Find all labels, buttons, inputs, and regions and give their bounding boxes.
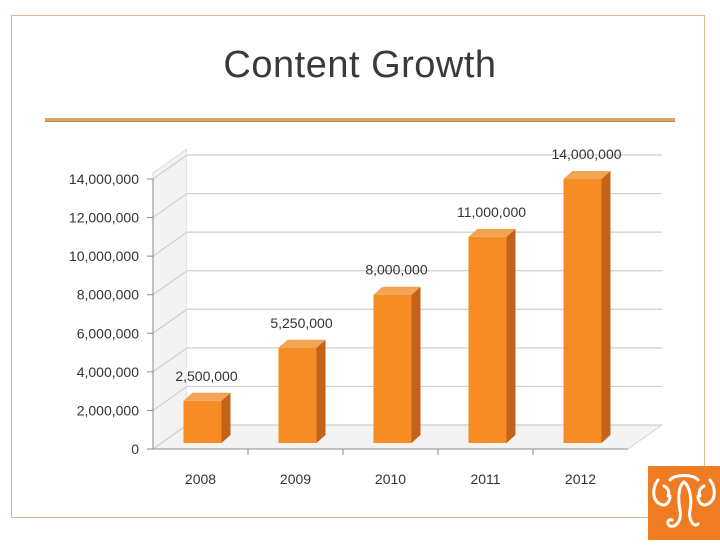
x-tick-label: 2008 — [185, 471, 216, 487]
title-divider — [45, 118, 675, 122]
bar-top — [278, 339, 326, 348]
x-tick-label: 2011 — [470, 471, 500, 487]
elephant-logo-icon — [648, 466, 720, 540]
elephant-logo-icon-glyph — [652, 474, 716, 528]
bar-front — [183, 400, 222, 443]
bar-side — [601, 171, 611, 443]
data-label: 14,000,000 — [551, 146, 621, 162]
bar-side — [221, 392, 231, 443]
bar-front — [278, 347, 317, 443]
chart-side-wall — [152, 148, 188, 450]
y-tick-label: 4,000,000 — [77, 364, 139, 380]
data-label: 2,500,000 — [175, 368, 237, 384]
data-label: 5,250,000 — [270, 315, 332, 331]
bar-top — [183, 392, 231, 401]
data-label: 8,000,000 — [365, 262, 427, 278]
x-tick-label: 2009 — [280, 471, 311, 487]
y-tick-label: 2,000,000 — [77, 402, 139, 418]
bar-front — [468, 236, 507, 443]
bar-top — [563, 171, 611, 179]
y-tick-label: 10,000,000 — [69, 248, 139, 264]
bar-top — [373, 286, 421, 295]
y-tick-label: 8,000,000 — [77, 287, 139, 303]
x-tick-label: 2010 — [375, 471, 406, 487]
slide-frame — [11, 15, 705, 518]
y-tick-label: 12,000,000 — [69, 210, 139, 226]
data-label: 11,000,000 — [457, 204, 526, 220]
bar-side — [411, 286, 421, 443]
bar-front — [563, 179, 602, 443]
x-tick-label: 2012 — [565, 471, 596, 487]
y-tick-label: 6,000,000 — [77, 325, 139, 341]
bar-side — [316, 339, 326, 443]
bar-front — [373, 294, 412, 443]
bar-top — [468, 228, 516, 237]
bar-side — [506, 228, 516, 443]
slide-title: Content Growth — [223, 44, 497, 86]
y-tick-label: 14,000,000 — [69, 171, 139, 187]
gridline — [152, 154, 662, 180]
y-tick-label: 0 — [131, 441, 139, 457]
gridline — [152, 192, 662, 219]
